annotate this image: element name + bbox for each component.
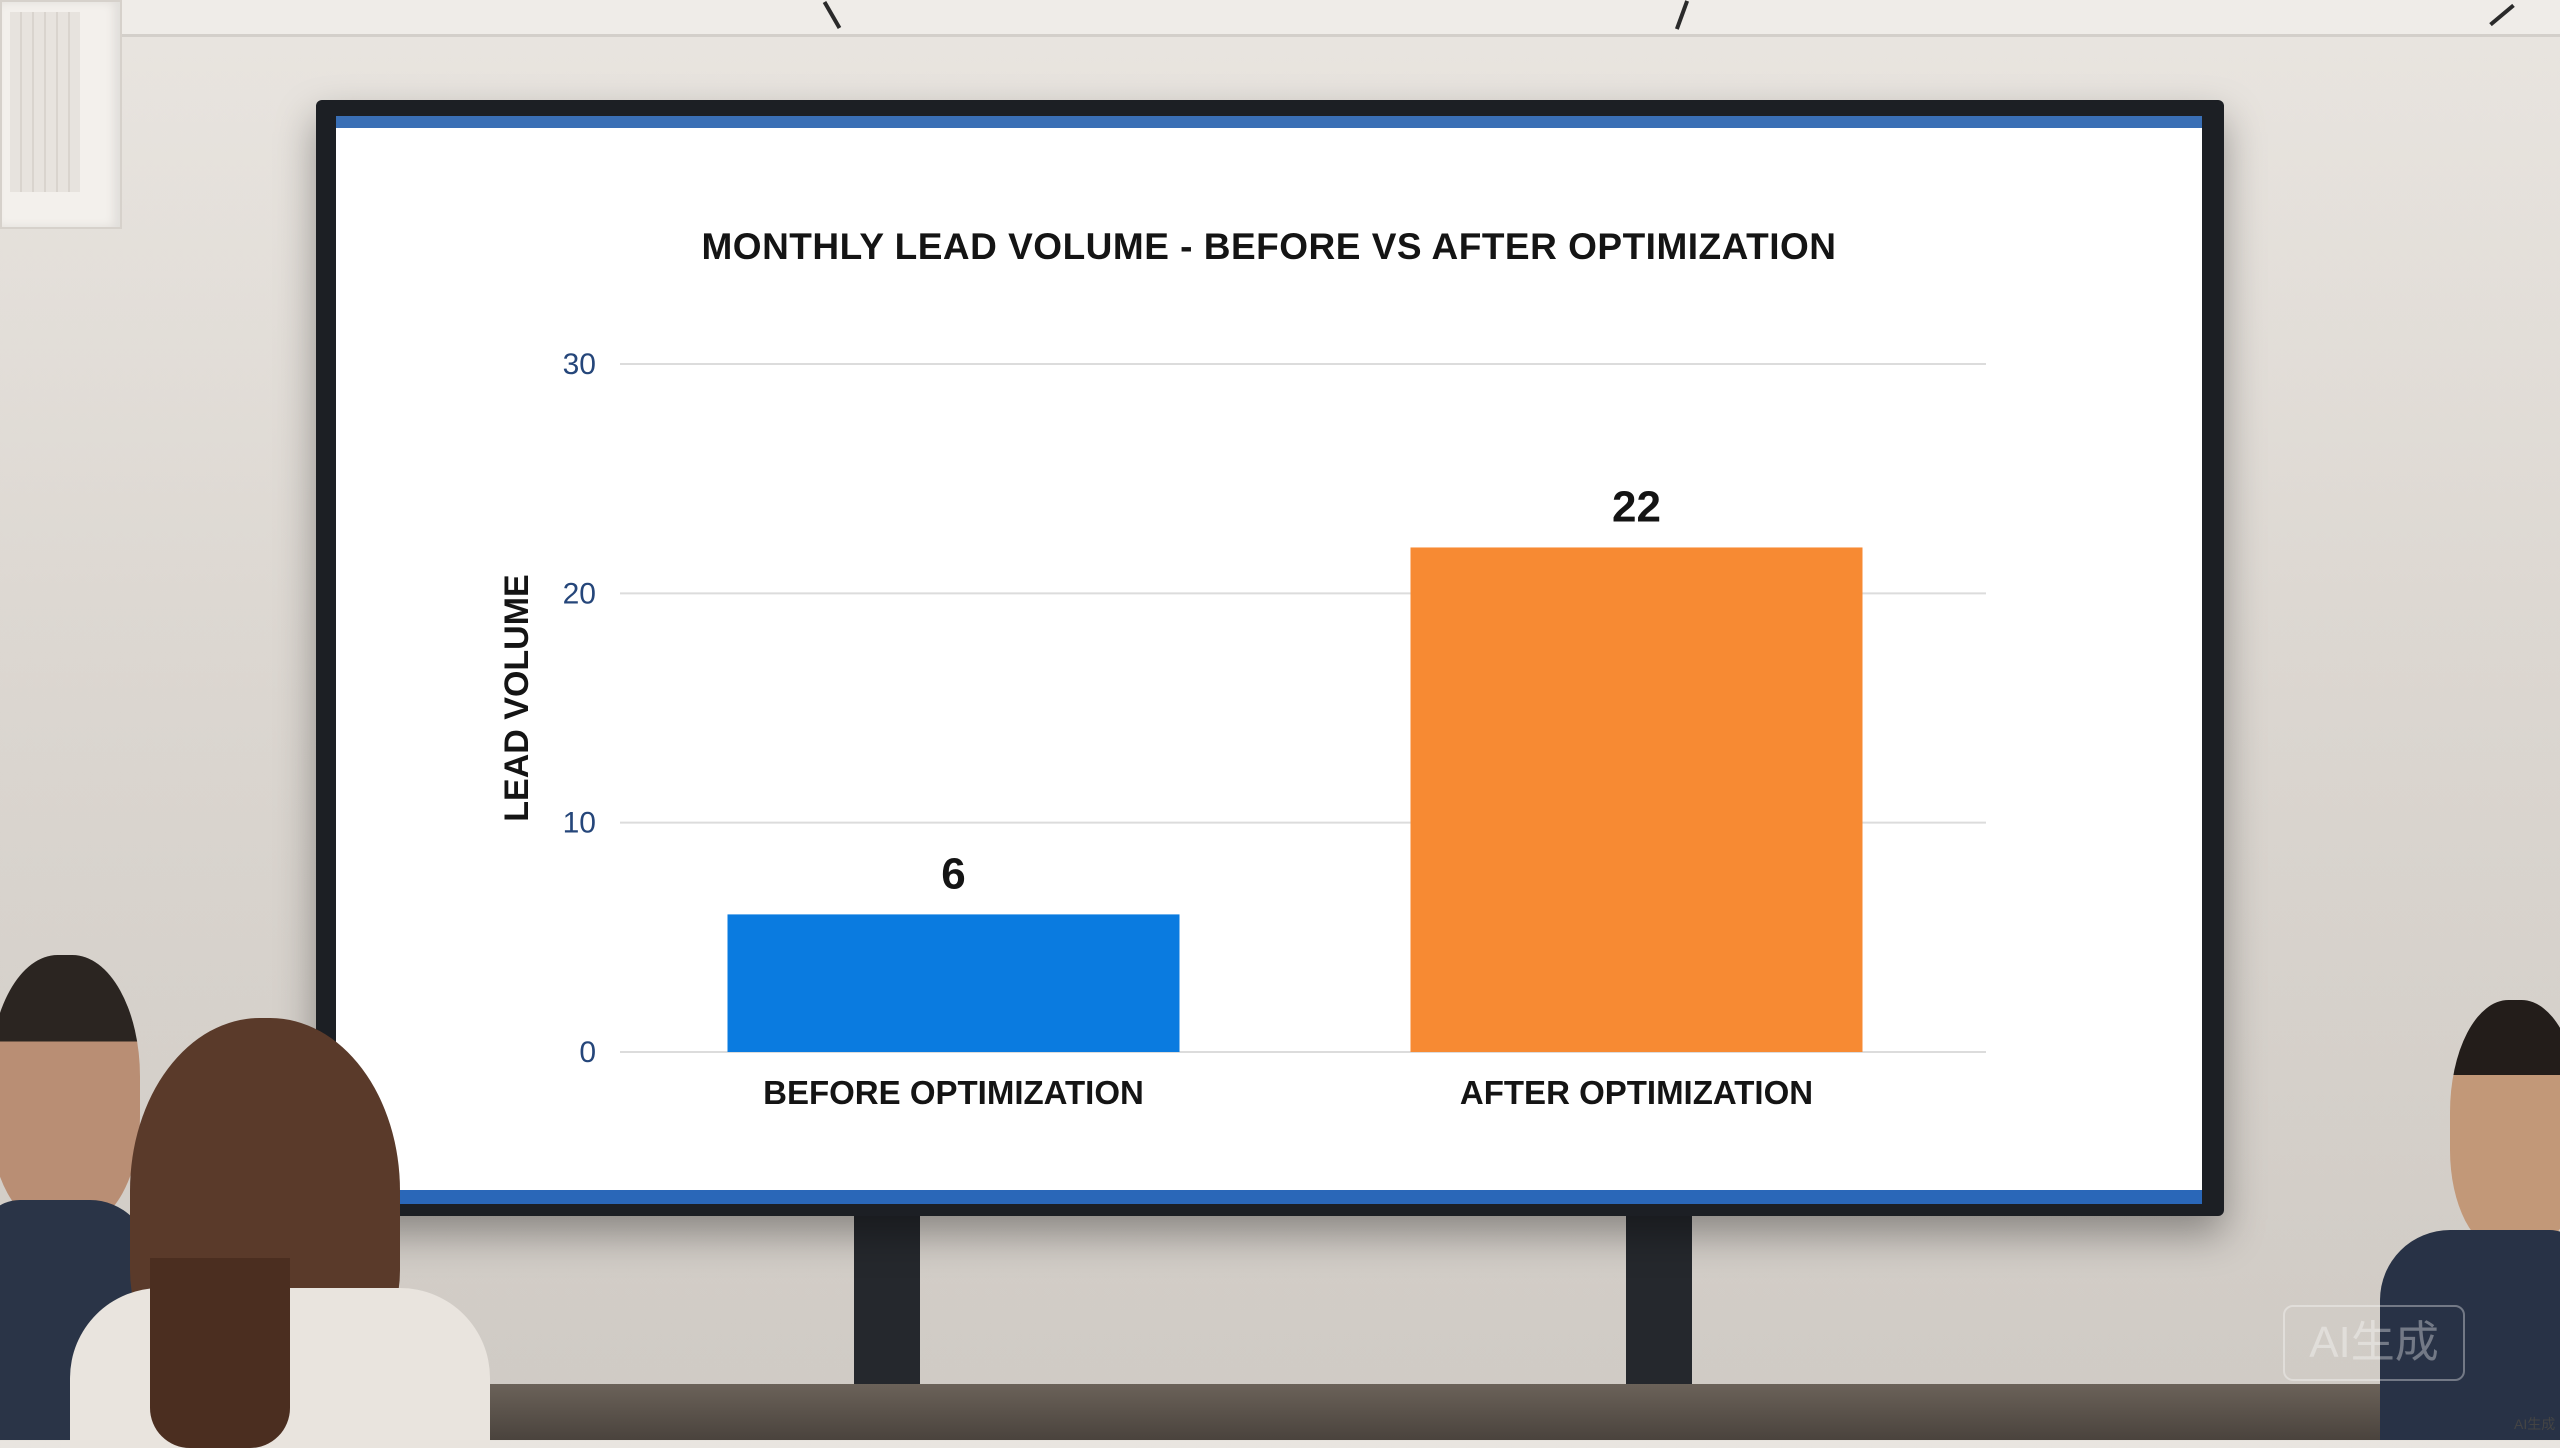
bar-value-label: 22 — [1612, 482, 1661, 531]
audience-man-right — [2380, 1000, 2560, 1440]
x-category-label: BEFORE OPTIMIZATION — [763, 1074, 1144, 1111]
chart-title: MONTHLY LEAD VOLUME - BEFORE VS AFTER OP… — [701, 226, 1837, 267]
y-tick-label: 10 — [563, 807, 596, 840]
chart-screen: MONTHLY LEAD VOLUME - BEFORE VS AFTER OP… — [336, 116, 2202, 1204]
air-conditioner — [0, 0, 122, 229]
bar-chart: 0 10 20 30 6 BEFORE OPTIMIZATION 22 AFTER OPTIM… — [498, 348, 1986, 1111]
y-axis-label: LEAD VOLUME — [498, 574, 536, 821]
ceiling — [0, 0, 2560, 37]
bar-value-label: 6 — [941, 849, 965, 898]
y-tick-label: 30 — [563, 348, 596, 381]
x-category-label: AFTER OPTIMIZATION — [1460, 1074, 1813, 1111]
ai-generated-corner-text: AI生成 — [2514, 1416, 2556, 1432]
bar-1 — [727, 914, 1180, 1052]
y-tick-label: 0 — [579, 1036, 596, 1069]
y-tick-label: 20 — [563, 577, 596, 610]
bar-2 — [1410, 547, 1863, 1052]
audience-woman — [70, 1018, 490, 1448]
ai-generated-badge: AI生成 — [2283, 1305, 2465, 1381]
